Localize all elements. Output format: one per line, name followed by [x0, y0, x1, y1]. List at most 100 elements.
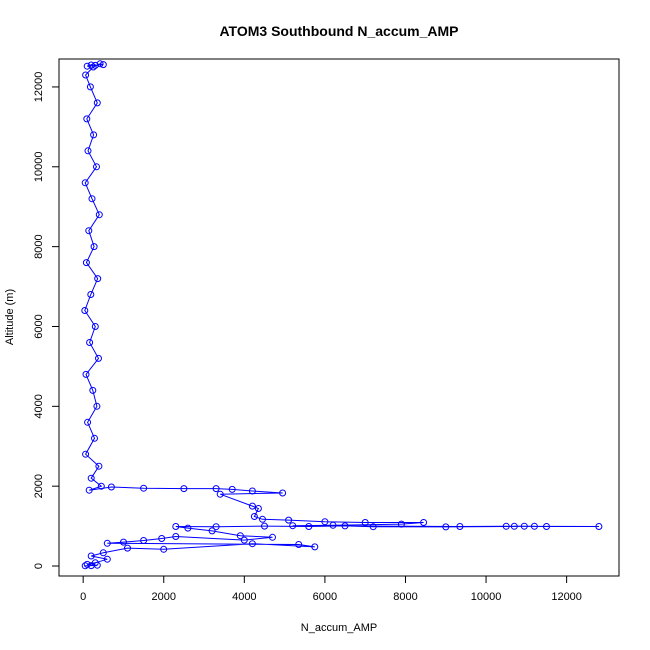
y-axis: 0 2000 4000 6000 8000 10000 12000: [33, 72, 60, 569]
data-point: [89, 63, 97, 71]
y-tick-label: 0: [33, 563, 45, 569]
data-point: [510, 522, 518, 530]
data-point: [543, 523, 550, 530]
data-point: [87, 474, 95, 482]
data-point: [212, 485, 220, 493]
data-point: [140, 537, 148, 544]
data-point: [158, 535, 166, 542]
data-point: [81, 179, 89, 187]
x-tick-label: 12000: [551, 591, 582, 603]
data-point: [107, 483, 115, 491]
y-tick-label: 12000: [33, 72, 45, 103]
data-point: [99, 549, 107, 557]
data-point: [103, 555, 111, 563]
data-point: [228, 485, 236, 493]
data-point: [341, 522, 349, 530]
data-point: [90, 243, 98, 251]
data-point: [172, 533, 180, 540]
data-point: [305, 523, 313, 530]
data-point: [248, 487, 256, 495]
data-point: [82, 450, 90, 458]
data-point: [236, 532, 244, 540]
y-tick-label: 4000: [33, 394, 45, 418]
data-point: [261, 522, 268, 530]
data-point: [93, 99, 101, 107]
data-point: [269, 533, 276, 541]
y-tick-label: 10000: [33, 151, 45, 182]
data-point: [530, 522, 538, 530]
x-tick-label: 8000: [393, 591, 417, 603]
data-point: [90, 131, 98, 139]
data-point: [140, 484, 148, 492]
data-point: [184, 524, 192, 532]
data-point: [94, 275, 102, 283]
data-point: [83, 115, 91, 123]
data-point: [120, 538, 127, 546]
data-point: [172, 523, 180, 530]
data-point: [82, 71, 90, 79]
x-tick-label: 2000: [152, 591, 176, 603]
x-axis: 0 2000 4000 6000 8000 10000 12000: [80, 575, 582, 603]
data-point: [95, 462, 103, 470]
data-point: [442, 523, 450, 531]
data-point: [93, 402, 101, 410]
data-point: [95, 354, 102, 362]
data-point: [160, 545, 168, 553]
data-point: [87, 61, 95, 69]
series-line: [84, 63, 599, 567]
data-point: [91, 434, 98, 442]
data-point: [180, 485, 188, 493]
data-point: [248, 540, 256, 548]
data-point: [520, 522, 528, 530]
data-point: [91, 323, 99, 330]
x-axis-label: N_accum_AMP: [301, 622, 377, 634]
data-point: [83, 560, 91, 568]
data-point: [254, 505, 262, 512]
data-point: [81, 562, 89, 570]
data-point: [250, 513, 258, 520]
y-tick-label: 8000: [33, 234, 45, 258]
data-point: [248, 502, 256, 510]
data-point: [212, 523, 220, 531]
data-point: [97, 482, 105, 490]
data-point: [369, 523, 377, 531]
data-point: [361, 519, 369, 526]
data-point: [240, 536, 248, 544]
data-point: [285, 516, 293, 524]
data-point: [95, 211, 103, 219]
data-point: [87, 552, 95, 560]
data-point: [420, 519, 428, 526]
data-point: [329, 521, 337, 529]
data-point: [397, 520, 405, 528]
data-points-group: [81, 60, 603, 570]
data-point: [502, 522, 510, 530]
data-point: [86, 83, 94, 91]
data-point: [124, 544, 131, 552]
y-tick-label: 6000: [33, 314, 45, 338]
data-point: [216, 490, 224, 498]
x-tick-label: 0: [80, 591, 86, 603]
series-line-group: [84, 63, 599, 567]
data-point: [259, 515, 266, 523]
chart-title: ATOM3 Southbound N_accum_AMP: [219, 23, 458, 39]
y-tick-label: 2000: [33, 474, 45, 498]
data-point: [289, 522, 297, 530]
data-point: [91, 61, 99, 69]
data-point: [295, 541, 303, 548]
data-point: [82, 259, 90, 267]
data-point: [81, 307, 89, 314]
data-point: [456, 523, 464, 530]
data-point: [89, 386, 97, 394]
data-point: [103, 539, 111, 547]
data-point: [321, 518, 329, 526]
x-tick-label: 6000: [313, 591, 337, 603]
x-tick-label: 4000: [232, 591, 256, 603]
data-point: [595, 523, 603, 530]
data-point: [88, 195, 96, 203]
data-point: [96, 60, 104, 68]
data-point: [279, 489, 287, 497]
data-point: [85, 486, 93, 494]
data-point: [93, 163, 100, 171]
